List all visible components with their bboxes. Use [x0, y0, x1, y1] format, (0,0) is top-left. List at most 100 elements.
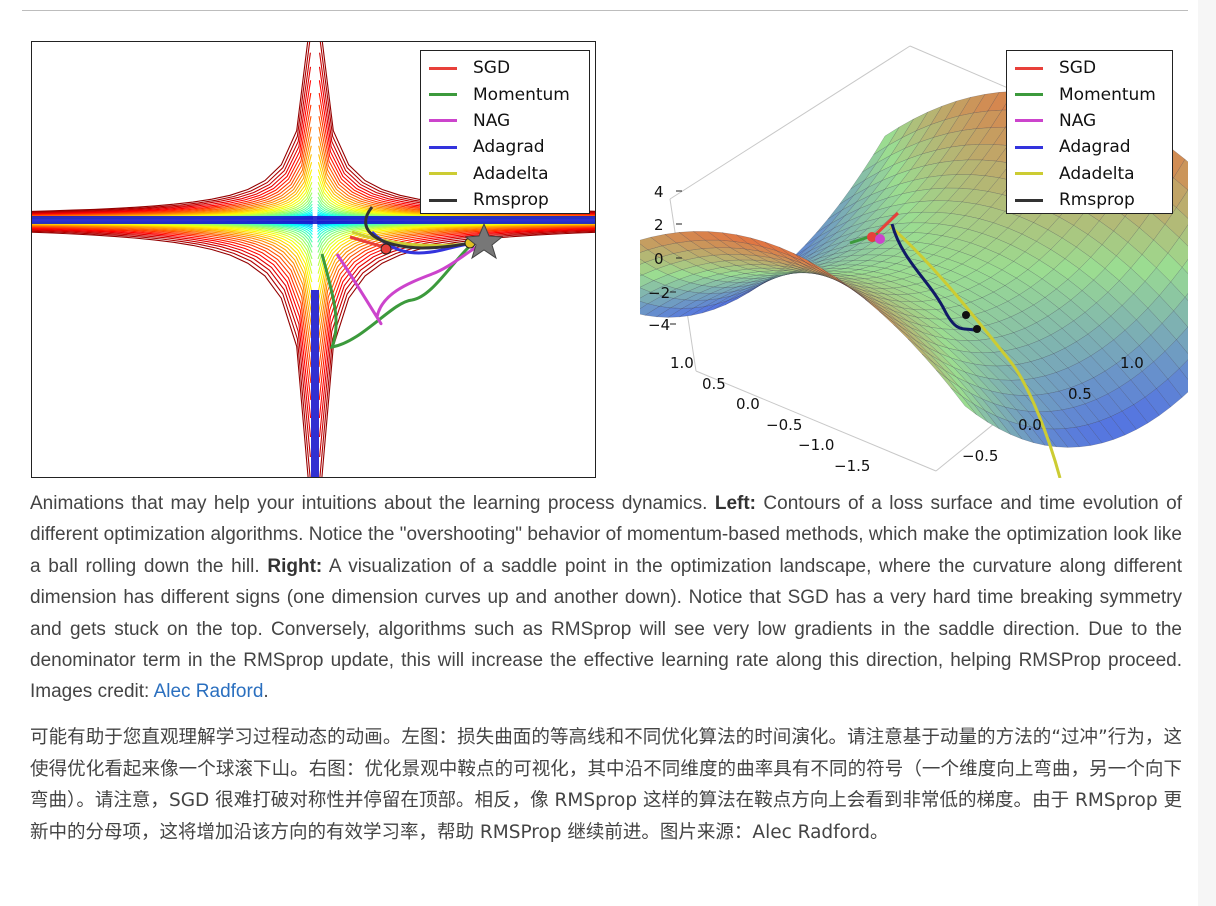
horizontal-valley-band: [32, 216, 595, 224]
legend-item: Adagrad: [1015, 134, 1166, 160]
contour-line: [32, 229, 312, 438]
legend-label: Rmsprop: [473, 190, 549, 211]
sgd-marker: [380, 243, 392, 255]
contour-line: [317, 223, 595, 302]
contour-line: [32, 169, 313, 218]
contour-line: [32, 228, 312, 419]
credit-link[interactable]: Alec Radford: [153, 681, 264, 703]
y-tick-label: 0.0: [736, 395, 760, 413]
legend-item: Rmsprop: [429, 187, 583, 213]
contour-line: [317, 162, 595, 218]
contour-line: [318, 224, 595, 326]
contour-legend: SGD Momentum NAG Adagrad Adadelta Rmsprop: [420, 50, 590, 214]
contour-line: [32, 223, 313, 292]
axis-pane-edge: [669, 45, 911, 200]
surface-cell: [1178, 224, 1188, 247]
contour-line: [32, 162, 313, 218]
caption-left-label: Left:: [714, 493, 756, 514]
legend-item: NAG: [429, 108, 583, 134]
contour-plot: [32, 42, 595, 477]
contour-line: [32, 92, 312, 215]
contour-line: [318, 228, 595, 419]
legend-label: Adagrad: [473, 137, 545, 158]
z-tick-label: 4: [654, 183, 664, 201]
surface-cell: [640, 300, 649, 309]
contour-line: [318, 225, 595, 339]
caption-english: Animations that may help your intuitions…: [30, 488, 1182, 708]
legend-swatch: [429, 172, 457, 176]
x-tick-label: 0.0: [1018, 416, 1042, 434]
contour-line: [318, 145, 595, 217]
z-tick-label: −2: [648, 284, 670, 302]
saddle-animation: 4 2 0 −2 −4 1.0 0.5 0.0 −0.5 −1.0 −1.5 1.0 0.5 0.0 −0.…: [640, 41, 1188, 478]
legend-swatch: [1015, 198, 1043, 202]
contour-line: [318, 225, 595, 353]
contour-line: [32, 225, 312, 339]
legend-label: NAG: [1059, 110, 1097, 131]
legend-item: Adadelta: [429, 161, 583, 187]
legend-item: Rmsprop: [1015, 187, 1166, 213]
contour-line: [32, 227, 312, 401]
contour-line: [32, 66, 312, 214]
contour-line: [317, 223, 595, 292]
legend-swatch: [429, 119, 457, 123]
legend-swatch: [429, 66, 457, 70]
vertical-valley-band: [311, 290, 319, 477]
legend-item: Adagrad: [429, 134, 583, 160]
contour-line: [32, 80, 312, 215]
caption-en-text-1: Animations that may help your intuitions…: [30, 493, 715, 514]
y-tick-label: 1.0: [670, 354, 694, 372]
legend-swatch: [429, 145, 457, 149]
contour-line: [32, 104, 312, 216]
contour-line: [32, 225, 312, 353]
contour-line: [318, 154, 595, 218]
legend-item: NAG: [1015, 108, 1166, 134]
contour-line: [32, 154, 312, 218]
x-tick-label: 1.0: [1120, 354, 1144, 372]
contour-line: [318, 224, 595, 314]
y-tick-label: −1.0: [798, 436, 834, 454]
surface-cell: [640, 258, 646, 265]
surface-cell: [640, 273, 643, 277]
contour-animation: SGD Momentum NAG Adagrad Adadelta Rmsprop: [31, 41, 596, 478]
surface-cell: [1176, 189, 1188, 219]
legend-swatch: [429, 93, 457, 97]
sgd-marker: [867, 232, 877, 242]
surface-cell: [640, 243, 649, 253]
adadelta-path: [889, 224, 1062, 478]
contour-line: [32, 231, 309, 477]
y-tick-label: −1.5: [834, 457, 870, 475]
legend-swatch: [1015, 172, 1043, 176]
caption-right-label: Right:: [267, 555, 323, 577]
surface-cell: [950, 387, 977, 415]
legend-swatch: [1015, 119, 1043, 123]
legend-swatch: [1015, 93, 1043, 97]
rmsprop-marker: [973, 325, 981, 333]
y-tick-label: −0.5: [766, 416, 802, 434]
legend-item: SGD: [429, 55, 583, 81]
contour-line: [32, 229, 311, 458]
surface-cell: [1178, 359, 1188, 381]
x-tick-label: −0.5: [962, 447, 998, 465]
contour-line: [32, 224, 312, 326]
legend-label: Adagrad: [1059, 137, 1131, 158]
legend-label: Adadelta: [1059, 163, 1135, 184]
surface-cell: [1176, 326, 1188, 355]
contour-line: [32, 42, 311, 213]
legend-label: Momentum: [1059, 84, 1156, 105]
contour-line: [32, 226, 312, 368]
y-tick-label: 0.5: [702, 375, 726, 393]
contour-line: [32, 42, 309, 212]
caption-en-text-3: A visualization of a saddle point in the…: [30, 555, 1182, 703]
legend-label: Rmsprop: [1059, 190, 1135, 211]
z-tick-label: −4: [648, 316, 670, 334]
legend-swatch: [429, 198, 457, 202]
surface-cell: [1184, 293, 1188, 302]
contour-line: [32, 226, 312, 384]
contour-line: [32, 136, 312, 217]
axis-pane-edge: [695, 370, 937, 472]
caption-en-text-2: Contours of a loss surface and time evol…: [30, 493, 1182, 577]
legend-label: SGD: [1059, 58, 1097, 79]
legend-label: Momentum: [473, 84, 570, 105]
legend-label: SGD: [473, 58, 511, 79]
